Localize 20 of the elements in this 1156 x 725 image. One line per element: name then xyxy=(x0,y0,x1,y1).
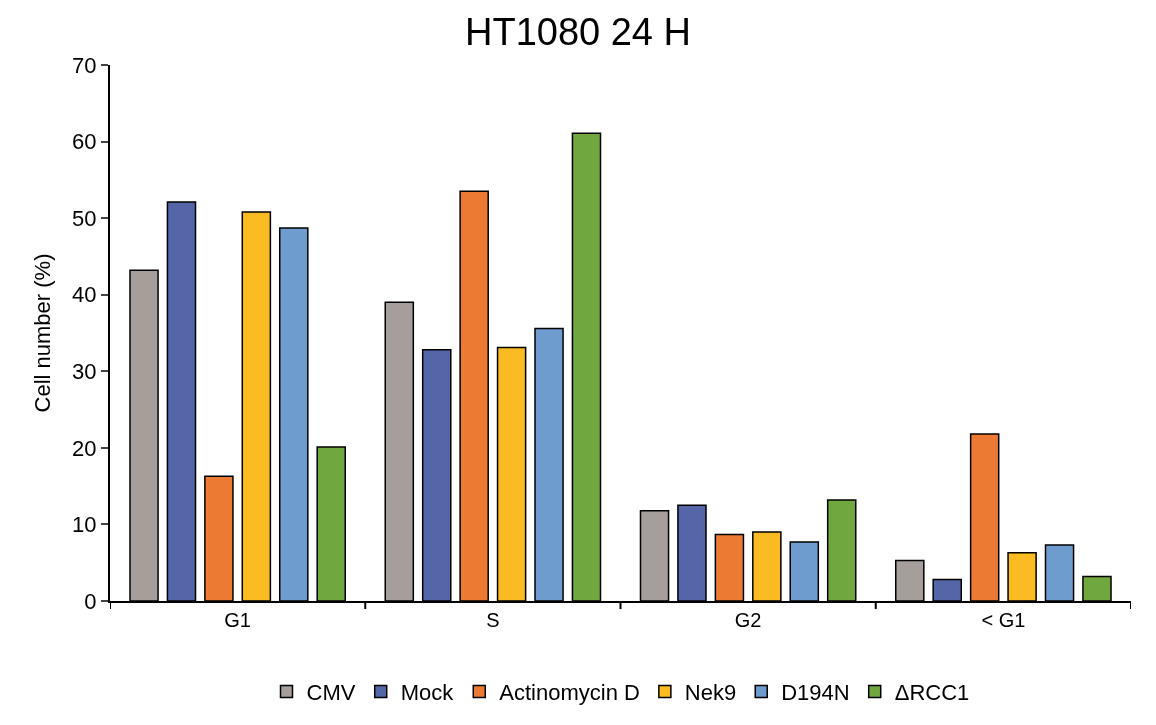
x-tick-label: S xyxy=(486,609,500,631)
legend-label: ΔRCC1 xyxy=(894,680,970,706)
legend-label: Actinomycin D xyxy=(499,680,640,706)
x-tick-label: < G1 xyxy=(981,609,1026,631)
legend-label: Nek9 xyxy=(684,680,737,706)
y-tick-label: 10 xyxy=(72,512,97,538)
y-tick-label: 30 xyxy=(72,358,97,384)
y-tick-label: 60 xyxy=(72,129,97,155)
y-tick-label: 40 xyxy=(72,282,97,308)
y-axis-title: Cell number (%) xyxy=(30,253,56,413)
y-tick-label: 50 xyxy=(72,205,97,231)
legend-label: CMV xyxy=(306,680,356,706)
chart-title: HT1080 24 H xyxy=(464,10,692,53)
legend-label: D194N xyxy=(781,680,850,706)
y-tick-label: 0 xyxy=(84,588,97,614)
y-tick-label: 70 xyxy=(72,52,97,78)
legend-label: Mock xyxy=(400,680,455,706)
y-tick-label: 20 xyxy=(72,435,97,461)
x-tick-label: G2 xyxy=(734,609,762,631)
x-tick-label: G1 xyxy=(224,609,251,631)
